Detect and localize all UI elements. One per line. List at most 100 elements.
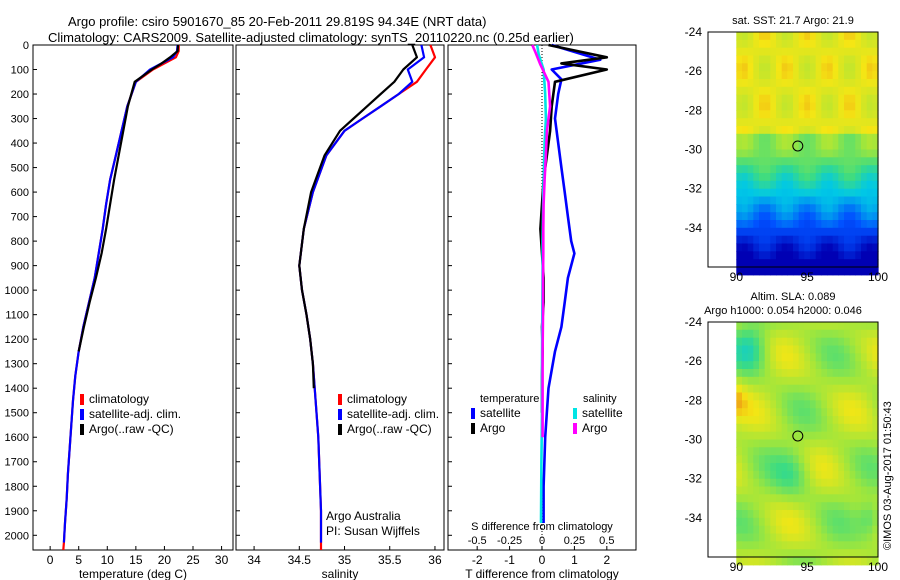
heatmap-cell: [798, 220, 805, 229]
map-subtitle: Argo h1000: 0.054 h2000: 0.046: [704, 305, 862, 317]
heatmap-cell: [815, 32, 822, 41]
heatmap-cell: [753, 157, 760, 166]
heatmap-cell: [844, 400, 851, 409]
heatmap-cell: [770, 173, 777, 182]
heatmap-cell: [810, 400, 817, 409]
heatmap-cell: [764, 149, 771, 158]
heatmap-cell: [861, 118, 868, 127]
heatmap-cell: [804, 447, 811, 456]
heatmap-cell: [759, 525, 766, 535]
heatmap-cell: [742, 165, 749, 174]
heatmap-cell: [742, 204, 749, 213]
heatmap-cell: [753, 227, 760, 237]
heatmap-cell: [747, 243, 754, 252]
heatmap-cell: [742, 173, 749, 182]
heatmap-cell: [776, 549, 783, 558]
heatmap-cell: [770, 220, 777, 229]
heatmap-cell: [747, 157, 754, 166]
heatmap-cell: [787, 502, 794, 511]
heatmap-cell: [736, 126, 743, 135]
heatmap-cell: [804, 141, 811, 151]
heatmap-cell: [815, 173, 822, 182]
heatmap-cell: [742, 55, 749, 64]
heatmap-cell: [753, 392, 760, 401]
heatmap-cell: [821, 502, 828, 511]
y-tick-label: -30: [685, 433, 703, 447]
heatmap-cell: [776, 94, 783, 104]
heatmap-cell: [844, 329, 851, 339]
heatmap-cell: [861, 126, 868, 135]
heatmap-cell: [821, 32, 828, 41]
heatmap-cell: [849, 361, 856, 370]
heatmap-cell: [742, 416, 749, 425]
heatmap-cell: [844, 557, 851, 566]
heatmap-cell: [793, 173, 800, 182]
heatmap-cell: [753, 533, 760, 542]
heatmap-cell: [861, 102, 868, 111]
heatmap-cell: [838, 533, 845, 542]
heatmap-cell: [838, 502, 845, 511]
heatmap-cell: [747, 55, 754, 64]
heatmap-cell: [736, 416, 743, 425]
heatmap-cell: [815, 423, 822, 433]
heatmap-cell: [742, 212, 749, 221]
heatmap-cell: [747, 133, 754, 143]
heatmap-cell: [872, 251, 879, 260]
heatmap-cell: [804, 243, 811, 252]
heatmap-cell: [787, 86, 794, 96]
heatmap-cell: [770, 157, 777, 166]
heatmap-cell: [798, 329, 805, 339]
heatmap-cell: [759, 423, 766, 433]
heatmap-cell: [872, 149, 879, 158]
heatmap-cell: [736, 533, 743, 542]
heatmap-cell: [781, 212, 788, 221]
heatmap-cell: [832, 220, 839, 229]
heatmap-cell: [849, 204, 856, 213]
heatmap-cell: [861, 408, 868, 417]
heatmap-cell: [844, 549, 851, 558]
heatmap-cell: [810, 384, 817, 394]
heatmap-cell: [736, 455, 743, 464]
heatmap-cell: [793, 423, 800, 433]
heatmap-cell: [798, 486, 805, 495]
heatmap-cell: [793, 502, 800, 511]
heatmap-cell: [832, 39, 839, 49]
heatmap-cell: [781, 173, 788, 182]
heatmap-cell: [838, 86, 845, 96]
heatmap-cell: [832, 196, 839, 205]
heatmap-cell: [742, 251, 749, 260]
heatmap-cell: [781, 486, 788, 495]
heatmap-cell: [810, 470, 817, 480]
heatmap-cell: [844, 447, 851, 456]
heatmap-cell: [742, 439, 749, 448]
heatmap-cell: [804, 455, 811, 464]
heatmap-cell: [872, 423, 879, 433]
heatmap-cell: [827, 447, 834, 456]
heatmap-cell: [736, 541, 743, 550]
heatmap-cell: [764, 392, 771, 401]
heatmap-cell: [747, 455, 754, 464]
heatmap-cell: [861, 180, 868, 190]
heatmap-cell: [810, 259, 817, 268]
heatmap-cell: [798, 423, 805, 433]
heatmap-cell: [776, 353, 783, 362]
heatmap-cell: [821, 400, 828, 409]
heatmap-cell: [832, 71, 839, 80]
heatmap-cell: [866, 525, 873, 535]
heatmap-cell: [838, 423, 845, 433]
heatmap-cell: [753, 149, 760, 158]
heatmap-cell: [787, 541, 794, 550]
heatmap-cell: [798, 337, 805, 347]
y-tick-label: -26: [685, 354, 703, 368]
heatmap-cell: [844, 102, 851, 111]
heatmap-cell: [742, 384, 749, 394]
heatmap-cell: [810, 235, 817, 245]
heatmap-cell: [781, 259, 788, 268]
heatmap-cell: [781, 431, 788, 441]
heatmap-cell: [872, 463, 879, 472]
heatmap-cell: [815, 470, 822, 480]
heatmap-cell: [866, 408, 873, 417]
heatmap-cell: [787, 549, 794, 558]
heatmap-cell: [804, 126, 811, 135]
y-tick-label: 400: [11, 138, 29, 150]
